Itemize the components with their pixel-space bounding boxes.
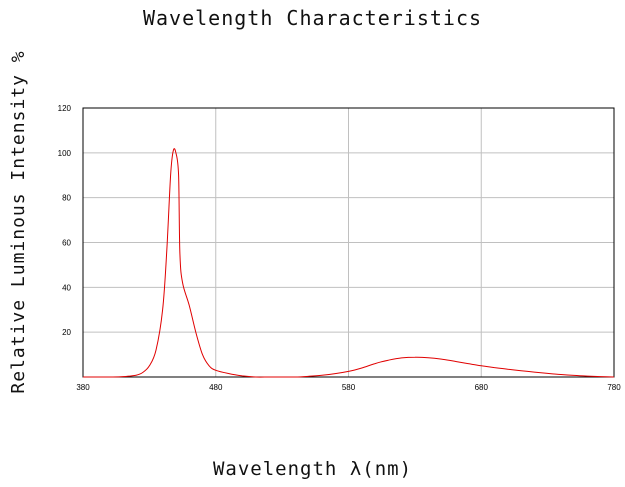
grid-lines — [83, 108, 614, 377]
x-tick-label-1: 480 — [209, 383, 223, 392]
x-tick-label-0: 380 — [76, 383, 90, 392]
series-line — [83, 148, 615, 378]
y-tick-label-4: 100 — [58, 149, 72, 158]
chart-title: Wavelength Characteristics — [142, 6, 483, 30]
y-tick-label-3: 80 — [62, 194, 71, 203]
y-tick-label-5: 120 — [58, 104, 72, 113]
x-tick-label-2: 580 — [342, 383, 356, 392]
x-axis-label: Wavelength λ(nm) — [212, 458, 413, 480]
x-tick-label-3: 680 — [475, 383, 489, 392]
x-tick-label-4: 780 — [607, 383, 621, 392]
plot-frame — [82, 107, 615, 378]
y-tick-label-1: 40 — [62, 283, 71, 292]
y-tick-label-2: 60 — [62, 239, 71, 248]
tick-labels: 380 480 580 680 780 20 40 60 80 100 120 — [58, 104, 622, 392]
y-tick-label-0: 20 — [62, 328, 71, 337]
